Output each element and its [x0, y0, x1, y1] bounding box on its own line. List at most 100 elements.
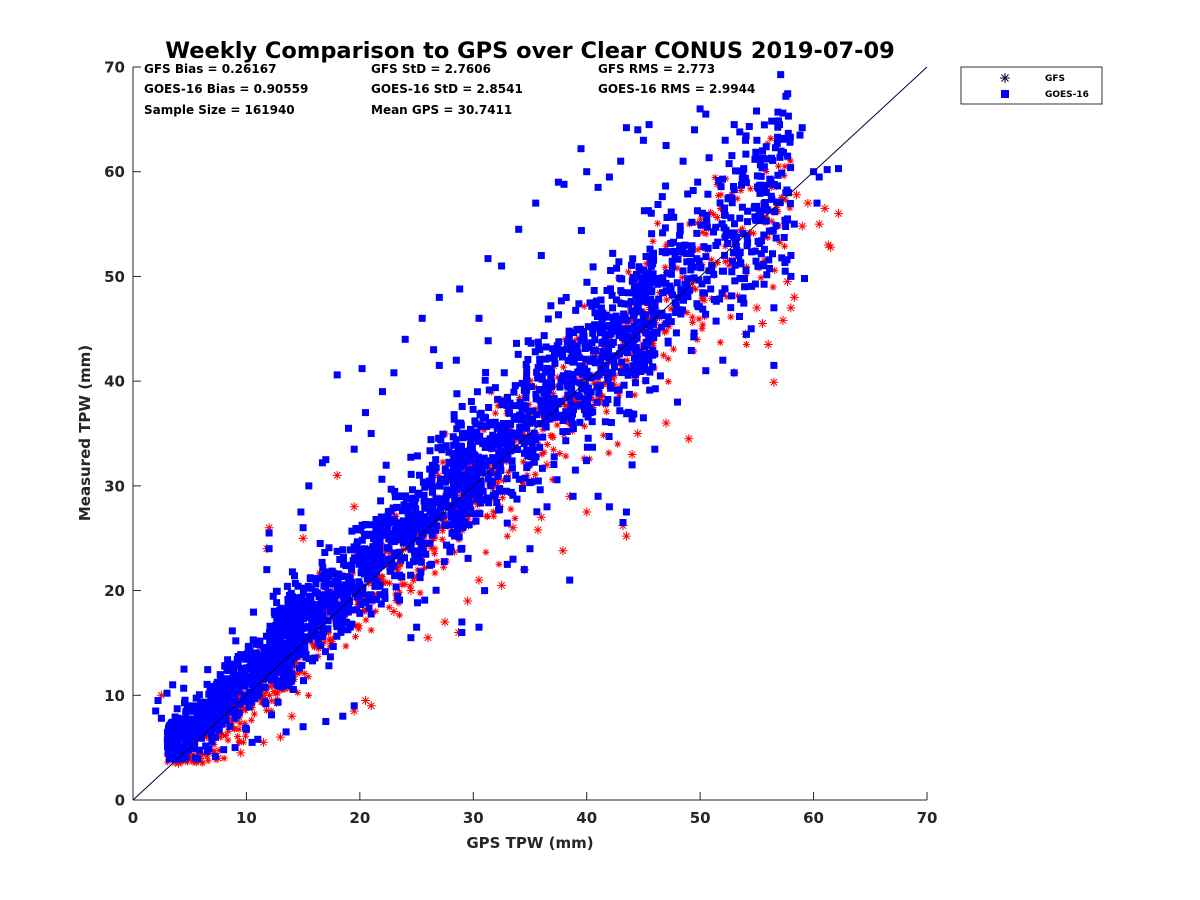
goes-16-point — [350, 445, 358, 453]
y-tick-label: 60 — [104, 163, 125, 181]
goes-16-point — [674, 398, 681, 406]
goes-16-point — [435, 293, 443, 301]
goes-16-point — [702, 110, 710, 118]
goes-16-point — [248, 738, 256, 746]
goes-16-point — [452, 356, 460, 364]
goes-16-point — [622, 508, 630, 516]
goes-16-point — [339, 712, 347, 720]
goes-16-point — [498, 262, 506, 270]
y-tick-label: 40 — [104, 373, 125, 391]
goes-16-point — [333, 371, 341, 379]
goes-16-point — [554, 178, 562, 186]
goes-16-point — [785, 189, 793, 197]
goes-16-point — [475, 314, 483, 322]
goes-16-point — [798, 124, 806, 132]
y-tick-label: 30 — [104, 477, 125, 495]
goes-16-point — [622, 124, 630, 132]
goes-16-point — [263, 566, 271, 574]
stat-text: GFS RMS = 2.773 — [598, 62, 715, 76]
goes-16-point — [662, 142, 670, 149]
goes-16-point — [691, 126, 698, 134]
goes-16-point — [265, 545, 273, 553]
gfs-point — [820, 203, 830, 213]
y-tick-label: 70 — [104, 59, 125, 77]
gfs-point — [758, 319, 768, 329]
gfs-point — [782, 277, 792, 287]
x-tick-label: 50 — [690, 809, 711, 827]
goes-16-point — [569, 492, 577, 500]
goes-16-point — [484, 255, 492, 263]
gfs-point — [633, 429, 643, 438]
stat-text: Sample Size = 161940 — [144, 103, 295, 117]
y-axis-label: Measured TPW (mm) — [76, 345, 94, 521]
plot-area — [132, 66, 928, 801]
x-tick-label: 30 — [463, 809, 484, 827]
goes-16-point — [605, 173, 613, 181]
goes-16-point — [163, 689, 171, 697]
goes-16-point — [702, 367, 710, 375]
gfs-point — [542, 460, 552, 470]
goes-16-point — [180, 665, 188, 673]
goes-16-point — [594, 492, 602, 500]
gfs-point — [349, 706, 359, 716]
goes-16-point — [532, 199, 540, 207]
goes-16-point — [634, 126, 642, 134]
goes-16-point — [719, 356, 727, 364]
goes-16-point — [520, 566, 528, 574]
gfs-point — [621, 531, 631, 541]
gfs-point — [778, 315, 788, 325]
gfs-point — [797, 221, 807, 231]
goes-16-point — [730, 121, 738, 129]
x-tick-label: 0 — [128, 809, 138, 827]
x-axis-label: GPS TPW (mm) — [466, 834, 593, 852]
goes-16-point — [316, 540, 324, 547]
goes-16-point — [297, 508, 305, 516]
gfs-point — [258, 737, 268, 747]
goes-16-point — [165, 738, 173, 746]
goes-16-point — [299, 524, 307, 532]
gfs-point — [558, 546, 568, 556]
goes-16-point — [358, 365, 366, 373]
goes-16-point — [577, 145, 585, 153]
goes-16-point — [801, 275, 808, 282]
goes-16-point — [770, 304, 778, 312]
goes-16-point — [639, 136, 647, 144]
goes-16-point-cloud — [163, 71, 795, 764]
gfs-point — [834, 209, 844, 219]
gfs-point — [582, 507, 592, 517]
goes-16-point — [345, 424, 352, 432]
legend-box — [960, 66, 1103, 105]
goes-16-point — [742, 136, 749, 144]
goes-16-point — [362, 409, 369, 417]
goes-16-point — [152, 707, 160, 715]
x-tick-label: 10 — [236, 809, 257, 827]
gfs-point — [803, 198, 813, 208]
goes-16-point — [367, 430, 375, 437]
gfs-point — [298, 533, 308, 543]
stats-block: GFS Bias = 0.26167 GFS StD = 2.7606 GFS RM… — [144, 62, 755, 117]
goes-16-point — [605, 503, 613, 511]
goes-16-point — [560, 180, 568, 188]
goes-16-point — [787, 272, 795, 280]
goes-16-point — [617, 157, 625, 165]
goes-16-point — [430, 346, 438, 354]
gfs-point — [366, 701, 376, 711]
goes-16-point — [787, 252, 795, 259]
gfs-point — [474, 575, 484, 585]
gfs-point — [752, 303, 762, 313]
goes-16-point — [305, 482, 313, 490]
goes-16-point — [475, 623, 483, 631]
goes-16-point — [254, 735, 262, 743]
gfs-point — [332, 470, 342, 480]
stat-text: Mean GPS = 30.7411 — [371, 103, 512, 117]
goes-16-point — [753, 136, 761, 144]
goes-16-point — [458, 618, 466, 626]
goes-16-point — [776, 121, 783, 129]
gfs-point — [440, 617, 450, 627]
x-tick-label: 60 — [803, 809, 824, 827]
legend-goes-16-marker — [1001, 90, 1009, 98]
axes: 0 10 20 30 40 50 60 70 0 10 20 30 40 50 60 70 — [104, 59, 937, 828]
goes-16-point — [566, 576, 574, 584]
gfs-point — [661, 418, 671, 428]
